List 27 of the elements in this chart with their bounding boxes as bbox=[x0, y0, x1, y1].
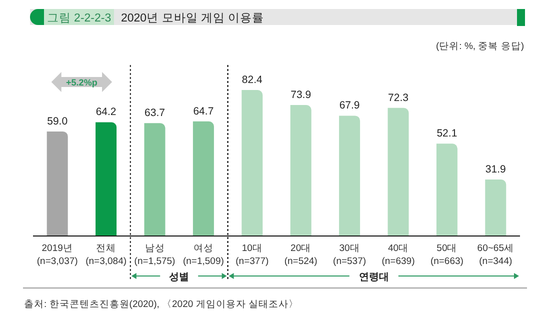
source-note: 출처: 한국콘텐츠진흥원(2020), 〈2020 게임이용자 실태조사〉 bbox=[24, 299, 298, 310]
data-label: 64.7 bbox=[193, 105, 214, 118]
data-label: 82.4 bbox=[242, 74, 263, 86]
x-tick-label: 전체 (n=3,084) bbox=[86, 243, 127, 267]
data-label: 67.9 bbox=[339, 100, 360, 112]
x-tick-label: 50대 (n=663) bbox=[430, 243, 464, 267]
caption: 그림 2-2-2-3 bbox=[46, 12, 112, 24]
data-label: 73.9 bbox=[290, 89, 312, 102]
x-tick-label: 여성 (n=1,509) bbox=[182, 243, 224, 267]
text: 성별 bbox=[169, 272, 190, 283]
x-tick-label: 30대 (n=537) bbox=[333, 243, 366, 267]
x-tick-label: 2019년 (n=3,037) bbox=[36, 243, 78, 267]
text: +5.2%p bbox=[66, 78, 98, 88]
x-tick-label: 20대 (n=524) bbox=[284, 243, 318, 267]
data-label: 72.3 bbox=[388, 92, 409, 104]
data-label: 52.1 bbox=[436, 128, 458, 140]
x-tick-label: 10대 (n=377) bbox=[236, 243, 269, 267]
data-label: 59.0 bbox=[47, 115, 68, 128]
x-tick-label: 60~65세 (n=344) bbox=[477, 243, 514, 267]
data-label: 31.9 bbox=[485, 163, 506, 176]
x-tick-label: 40대 (n=639) bbox=[382, 243, 415, 267]
chart-title: 2020년 모바일 게임 이용률 bbox=[121, 12, 264, 24]
data-label: 64.2 bbox=[96, 106, 116, 118]
x-tick-label: 남성 (n=1,575) bbox=[134, 243, 176, 267]
text: (단위: %, 중복 응답) bbox=[436, 41, 524, 52]
text: 연령대 bbox=[358, 272, 389, 283]
data-label: 63.7 bbox=[144, 107, 166, 120]
